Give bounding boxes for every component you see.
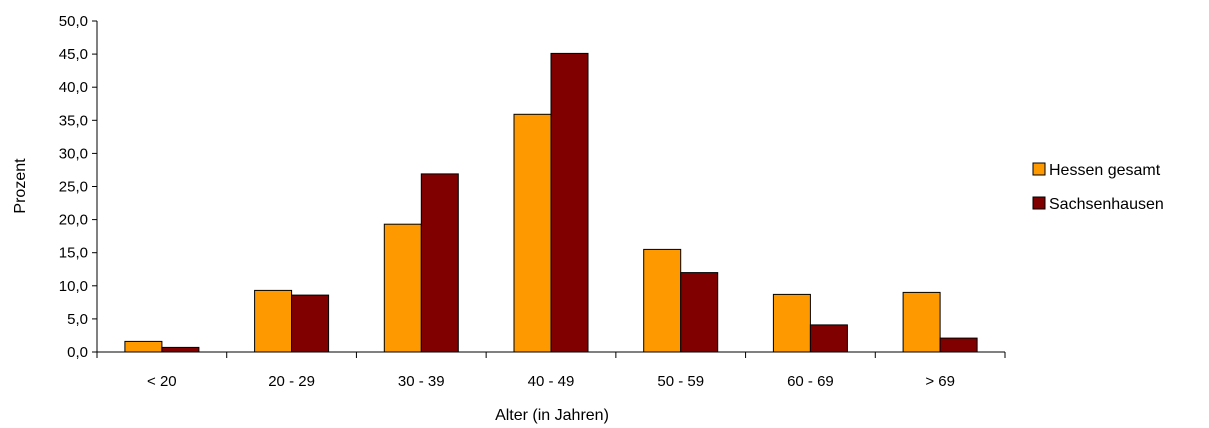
bar-hessen-gesamt-6 [902, 291, 941, 353]
legend-label: Sachsenhausen [1049, 196, 1164, 213]
bar-hessen-gesamt-3 [513, 113, 552, 353]
y-tick-label: 35,0 [59, 112, 88, 129]
y-axis-title: Prozent [12, 158, 29, 214]
plot-area [124, 52, 978, 353]
x-tick-label: > 69 [925, 373, 955, 390]
x-axis: < 20 20 - 29 30 - 39 40 - 49 50 - 59 60 - 69 >… [96, 351, 1006, 390]
bar-hessen-gesamt-4 [643, 248, 682, 353]
y-tick-label: 5,0 [67, 311, 88, 328]
y-tick-label: 0,0 [67, 344, 88, 361]
x-tick-label: < 20 [147, 373, 177, 390]
legend-swatch [1032, 162, 1046, 176]
bar-sachsenhausen-2 [420, 173, 459, 353]
y-tick-label: 25,0 [59, 179, 88, 196]
bar-sachsenhausen-1 [291, 294, 330, 353]
bar-sachsenhausen-0 [161, 346, 200, 353]
x-tick-label: 60 - 69 [787, 373, 834, 390]
x-tick-label: 20 - 29 [268, 373, 315, 390]
y-tick-label: 30,0 [59, 145, 88, 162]
bar-hessen-gesamt-1 [254, 289, 293, 353]
legend: Hessen gesamt Sachsenhausen [1032, 162, 1164, 213]
bar-hessen-gesamt-0 [124, 340, 163, 353]
bar-sachsenhausen-6 [939, 337, 978, 353]
bar-sachsenhausen-5 [809, 324, 848, 353]
bar-sachsenhausen-3 [550, 52, 589, 353]
y-tick-label: 50,0 [59, 13, 88, 30]
x-axis-title: Alter (in Jahren) [495, 407, 609, 424]
bar-hessen-gesamt-2 [383, 223, 422, 353]
y-tick-label: 15,0 [59, 245, 88, 262]
legend-label: Hessen gesamt [1049, 162, 1161, 179]
legend-swatch [1032, 196, 1046, 210]
y-axis: 0,0 5,0 10,0 15,0 20,0 25,0 30,0 35,0 40,0 45,0 50… [59, 13, 98, 361]
x-tick-label: 50 - 59 [657, 373, 704, 390]
x-tick-label: 30 - 39 [398, 373, 445, 390]
bar-sachsenhausen-4 [680, 272, 719, 353]
y-tick-label: 10,0 [59, 278, 88, 295]
y-tick-label: 20,0 [59, 212, 88, 229]
bar-hessen-gesamt-5 [772, 293, 811, 353]
x-tick-label: 40 - 49 [528, 373, 575, 390]
y-tick-label: 45,0 [59, 46, 88, 63]
y-tick-label: 40,0 [59, 79, 88, 96]
